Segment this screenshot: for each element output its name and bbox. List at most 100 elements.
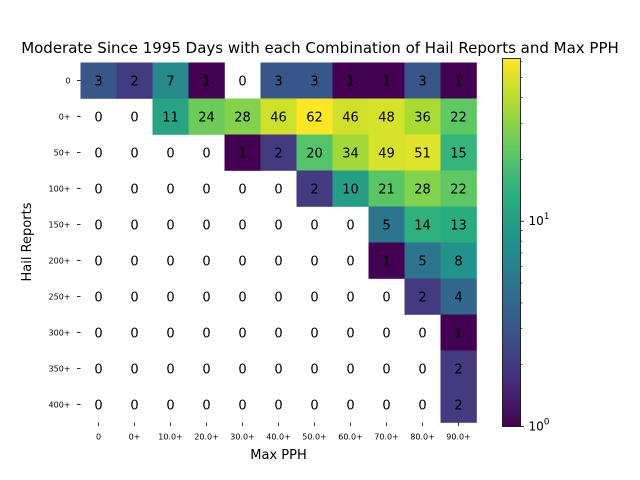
heatmap-cell bbox=[440, 170, 477, 207]
cell-value-label: 3 bbox=[418, 75, 426, 90]
cell-value-label: 0 bbox=[310, 363, 318, 378]
cell-value-label: 1 bbox=[382, 75, 390, 90]
cell-value-label: 0 bbox=[346, 399, 354, 414]
colorbar-gradient bbox=[502, 58, 521, 427]
cell-value-label: 0 bbox=[274, 399, 282, 414]
cell-value-label: 22 bbox=[450, 183, 467, 198]
cell-value-label: 0 bbox=[130, 111, 138, 126]
heatmap-cell bbox=[116, 62, 153, 99]
chart-title: Moderate Since 1995 Days with each Combi… bbox=[21, 39, 619, 57]
cell-value-label: 0 bbox=[274, 363, 282, 378]
cell-value-label: 28 bbox=[414, 183, 431, 198]
cell-value-label: 2 bbox=[310, 183, 318, 198]
heatmap-cell bbox=[440, 350, 477, 387]
y-tick-label: 350+ bbox=[49, 365, 71, 374]
heatmap-cell bbox=[440, 206, 477, 243]
heatmap-cell bbox=[368, 98, 405, 135]
x-tick-label: 20.0+ bbox=[194, 433, 219, 442]
cell-value-label: 0 bbox=[94, 363, 102, 378]
cell-value-label: 2 bbox=[130, 75, 138, 90]
cell-value-label: 11 bbox=[162, 111, 179, 126]
heatmap-cell bbox=[404, 98, 441, 135]
heatmap-cell bbox=[152, 98, 189, 135]
cell-value-label: 28 bbox=[234, 111, 251, 126]
x-axis: 0 0+ 10.0+ 20.0+ 30.0+ 40.0+ 50.0+ 60.0+ 70.0+ 80… bbox=[96, 422, 471, 442]
cell-value-label: 0 bbox=[94, 147, 102, 162]
cell-value-label: 10 bbox=[342, 183, 359, 198]
cell-value-label: 1 bbox=[454, 327, 462, 342]
heatmap-cell bbox=[296, 62, 333, 99]
cell-value-label: 0 bbox=[130, 327, 138, 342]
cell-value-label: 51 bbox=[414, 147, 431, 162]
cell-value-label: 0 bbox=[418, 399, 426, 414]
cell-value-label: 0 bbox=[94, 111, 102, 126]
cell-value-label: 0 bbox=[274, 183, 282, 198]
x-tick-label: 40.0+ bbox=[266, 433, 291, 442]
cell-value-label: 7 bbox=[166, 75, 174, 90]
cell-value-label: 1 bbox=[346, 75, 354, 90]
cell-value-label: 0 bbox=[130, 147, 138, 162]
y-tick-label: 200+ bbox=[49, 257, 71, 266]
heatmap-cell bbox=[260, 62, 297, 99]
heatmap-cell bbox=[440, 386, 477, 423]
y-tick-label: 150+ bbox=[49, 221, 71, 230]
y-tick-label: 400+ bbox=[49, 401, 71, 410]
cell-value-label: 0 bbox=[166, 291, 174, 306]
x-tick-label: 30.0+ bbox=[230, 433, 255, 442]
x-tick-label: 10.0+ bbox=[158, 433, 183, 442]
cell-value-label: 0 bbox=[166, 147, 174, 162]
heatmap-cell bbox=[404, 278, 441, 315]
cell-value-label: 2 bbox=[454, 399, 462, 414]
cell-value-label: 0 bbox=[310, 327, 318, 342]
cell-value-label: 0 bbox=[274, 255, 282, 270]
cell-value-label: 3 bbox=[310, 75, 318, 90]
heatmap-cell bbox=[404, 206, 441, 243]
cell-value-label: 0 bbox=[202, 147, 210, 162]
cell-value-label: 0 bbox=[346, 219, 354, 234]
heatmap-cells: 3 2 7 1 0 3 3 1 1 3 10 0 11 24 28 46 62 46 48 36 220 0 0 0 1 2 20 3… bbox=[80, 62, 477, 423]
cell-value-label: 1 bbox=[382, 255, 390, 270]
cell-value-label: 0 bbox=[130, 255, 138, 270]
cell-value-label: 0 bbox=[202, 399, 210, 414]
heatmap-cell bbox=[440, 62, 477, 99]
heatmap-cell bbox=[440, 242, 477, 279]
heatmap-cell bbox=[404, 134, 441, 171]
cell-value-label: 0 bbox=[94, 291, 102, 306]
y-axis-label: Hail Reports bbox=[20, 202, 35, 281]
cell-value-label: 24 bbox=[198, 111, 215, 126]
heatmap-cell bbox=[188, 62, 225, 99]
heatmap-cell bbox=[404, 170, 441, 207]
heatmap-cell bbox=[332, 134, 369, 171]
cell-value-label: 0 bbox=[274, 327, 282, 342]
x-tick-label: 70.0+ bbox=[374, 433, 399, 442]
cell-value-label: 0 bbox=[94, 255, 102, 270]
cell-value-label: 0 bbox=[202, 255, 210, 270]
cell-value-label: 0 bbox=[202, 291, 210, 306]
cell-value-label: 0 bbox=[202, 327, 210, 342]
x-axis-label: Max PPH bbox=[250, 448, 306, 463]
cell-value-label: 0 bbox=[238, 183, 246, 198]
cell-value-label: 0 bbox=[382, 291, 390, 306]
cell-value-label: 0 bbox=[346, 363, 354, 378]
cell-value-label: 0 bbox=[166, 255, 174, 270]
cell-value-label: 36 bbox=[414, 111, 431, 126]
cell-value-label: 0 bbox=[382, 363, 390, 378]
heatmap-cell bbox=[260, 98, 297, 135]
cell-value-label: 0 bbox=[94, 219, 102, 234]
heatmap-cell bbox=[368, 134, 405, 171]
cell-value-label: 22 bbox=[450, 111, 467, 126]
cell-value-label: 1 bbox=[454, 75, 462, 90]
cell-value-label: 0 bbox=[130, 363, 138, 378]
heatmap-cell bbox=[404, 242, 441, 279]
x-tick-label: 0+ bbox=[129, 433, 141, 442]
cell-value-label: 2 bbox=[418, 291, 426, 306]
cell-value-label: 0 bbox=[238, 327, 246, 342]
heatmap-cell bbox=[332, 62, 369, 99]
cell-value-label: 1 bbox=[202, 75, 210, 90]
cell-value-label: 8 bbox=[454, 255, 462, 270]
cell-value-label: 20 bbox=[306, 147, 323, 162]
cell-value-label: 0 bbox=[166, 363, 174, 378]
y-tick-label: 250+ bbox=[49, 293, 71, 302]
heatmap-cell bbox=[368, 206, 405, 243]
cell-value-label: 0 bbox=[130, 399, 138, 414]
